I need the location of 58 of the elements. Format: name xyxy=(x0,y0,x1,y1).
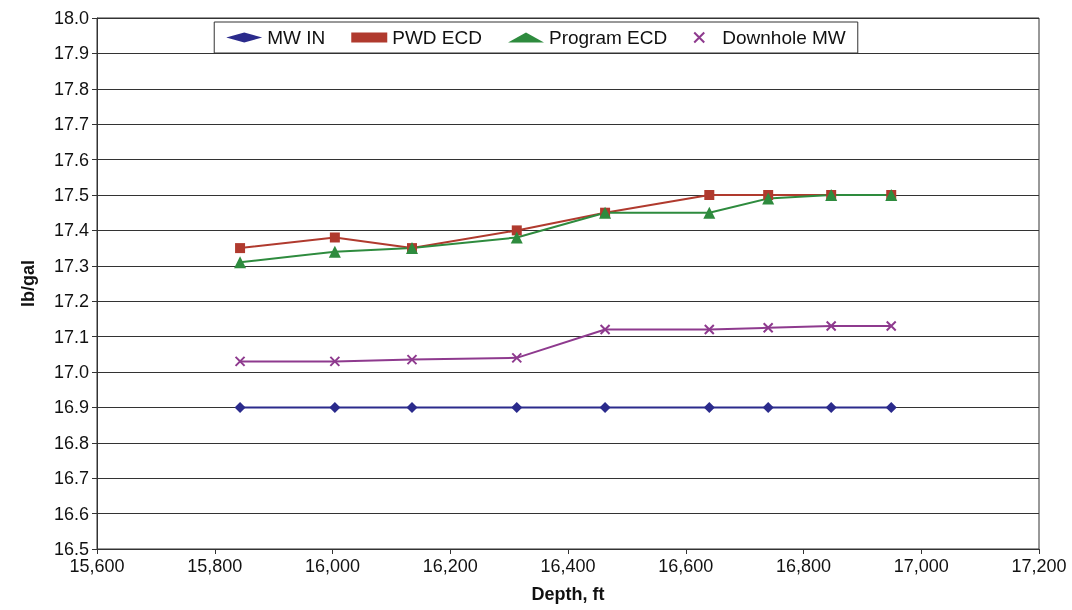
point xyxy=(511,225,522,236)
y-tick-label: 17.1 xyxy=(53,326,89,347)
y-tick-label: 16.9 xyxy=(53,397,89,418)
legend-label: MW IN xyxy=(267,27,326,48)
y-tick-label: 17.6 xyxy=(53,149,89,170)
x-tick-label: 15,800 xyxy=(187,556,243,576)
point xyxy=(406,354,418,366)
legend-label: PWD ECD xyxy=(392,27,482,48)
y-tick-label: 16.6 xyxy=(53,503,89,524)
x-axis-title: Depth, ft xyxy=(531,584,605,604)
legend-label: Downhole MW xyxy=(722,27,846,48)
x-tick-label: 17,000 xyxy=(893,556,949,576)
point xyxy=(234,355,246,367)
point xyxy=(329,401,341,413)
point xyxy=(704,190,715,200)
point xyxy=(234,256,247,269)
y-tick-label: 17.5 xyxy=(53,185,89,205)
y-tick-label: 18.0 xyxy=(53,8,89,28)
y-tick-label: 16.7 xyxy=(53,468,89,489)
x-tick-label: 16,400 xyxy=(540,556,596,576)
x-tick-label: 16,800 xyxy=(775,556,832,576)
point xyxy=(234,401,246,413)
point xyxy=(511,401,523,413)
y-tick-label: 16.8 xyxy=(53,432,89,453)
point xyxy=(703,206,716,219)
y-tick-label: 17.4 xyxy=(53,220,89,241)
y-tick-label: 17.8 xyxy=(53,78,89,99)
point xyxy=(511,352,523,364)
point xyxy=(329,232,340,243)
point xyxy=(703,401,715,413)
y-tick-label: 16.5 xyxy=(53,539,89,559)
y-tick-label: 17.0 xyxy=(53,362,89,382)
y-tick-label: 17.3 xyxy=(53,255,89,276)
y-tick-label: 17.2 xyxy=(53,291,89,312)
point xyxy=(703,324,715,336)
point xyxy=(885,320,897,332)
point xyxy=(762,322,774,334)
point xyxy=(599,401,611,413)
x-tick-label: 16,600 xyxy=(658,556,714,576)
point xyxy=(885,401,897,413)
y-axis-title: lb/gal xyxy=(18,259,38,308)
point xyxy=(825,320,837,332)
point xyxy=(406,401,418,413)
legend-label: Program ECD xyxy=(548,27,668,48)
point xyxy=(825,401,837,413)
point xyxy=(599,324,611,336)
point xyxy=(510,231,523,244)
x-tick-label: 16,200 xyxy=(422,556,478,576)
point xyxy=(329,355,341,367)
point xyxy=(762,192,775,205)
x-tick-label: 16,000 xyxy=(304,556,361,576)
x-tick-label: 17,200 xyxy=(1011,556,1067,576)
x-tick-label: 15,600 xyxy=(69,556,125,576)
point xyxy=(235,243,246,254)
y-tick-label: 17.7 xyxy=(53,114,89,135)
point xyxy=(328,245,341,258)
point xyxy=(762,401,774,413)
y-tick-label: 17.9 xyxy=(53,43,89,64)
